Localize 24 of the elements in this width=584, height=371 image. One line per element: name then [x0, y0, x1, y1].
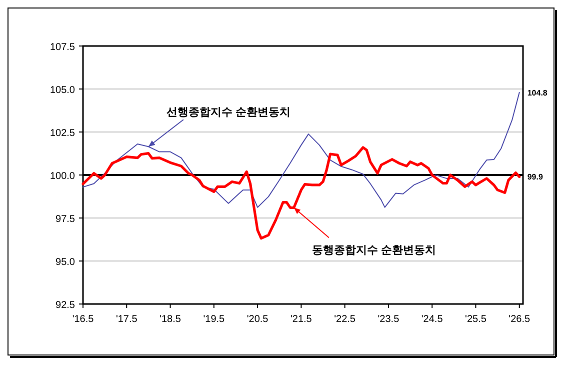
- y-tick-label: 92.5: [56, 300, 76, 311]
- y-tick-label: 105.0: [50, 85, 76, 96]
- data-label: 104.8: [527, 88, 548, 98]
- annotation: 선행종합지수 순환변동치: [166, 106, 290, 119]
- x-tick-label: '23.5: [378, 314, 400, 325]
- y-tick-label: 107.5: [50, 42, 76, 53]
- x-tick-label: '26.5: [508, 314, 530, 325]
- line-series: [82, 92, 520, 208]
- annotation: 동행종합지수 순환변동치: [312, 244, 436, 257]
- y-tick-label: 102.5: [50, 128, 76, 139]
- y-tick-label: 100.0: [50, 171, 76, 182]
- y-tick-label: 97.5: [56, 214, 76, 225]
- data-label: 99.9: [527, 172, 544, 182]
- line-series: [82, 146, 521, 240]
- x-tick-label: '18.5: [160, 314, 182, 325]
- y-tick-label: 95.0: [56, 257, 76, 268]
- x-tick-label: '24.5: [421, 314, 444, 325]
- x-tick-label: '22.5: [334, 314, 356, 325]
- x-tick-label: '19.5: [203, 314, 226, 325]
- x-tick-label: '17.5: [116, 314, 138, 325]
- x-tick-label: '25.5: [465, 314, 487, 325]
- x-tick-label: '20.5: [246, 314, 269, 325]
- x-tick-label: '16.5: [72, 314, 94, 325]
- x-tick-label: '21.5: [290, 314, 312, 325]
